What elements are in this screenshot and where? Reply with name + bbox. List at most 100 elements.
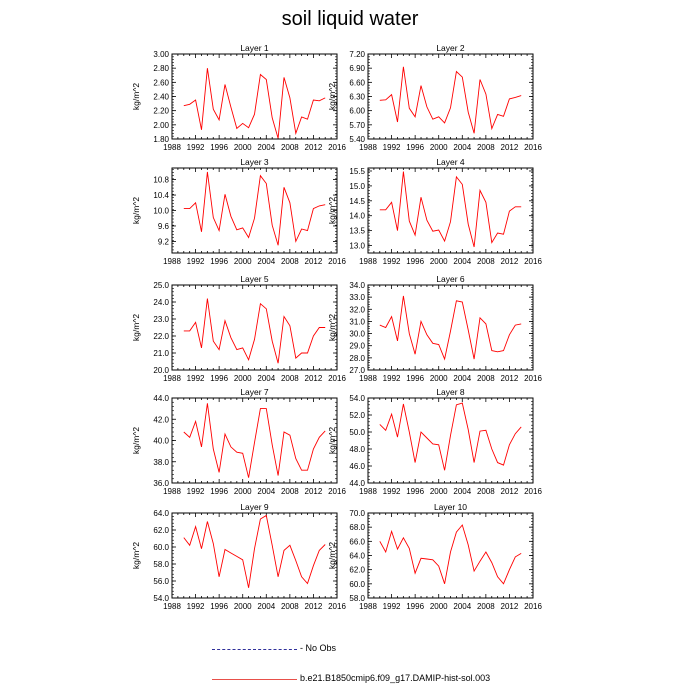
y-axis-label: kg/m^2 xyxy=(131,314,141,341)
y-tick-label: 15.0 xyxy=(349,182,365,191)
y-axis-label: kg/m^2 xyxy=(131,197,141,224)
series-line xyxy=(183,171,326,246)
y-tick-label: 5.40 xyxy=(349,135,365,144)
plot-frame xyxy=(367,53,534,140)
y-tick-label: 13.0 xyxy=(349,242,365,251)
x-tick-label: 2012 xyxy=(501,602,519,611)
x-tick-label: 2012 xyxy=(305,374,323,383)
x-tick-label: 2012 xyxy=(501,143,519,152)
x-tick-label: 2008 xyxy=(281,143,299,152)
y-tick-label: 68.0 xyxy=(349,523,365,532)
legend-entry-model-run: b.e21.B1850cmip6.f09_g17.DAMIP-hist-sol.… xyxy=(212,673,512,687)
x-tick-label: 1992 xyxy=(187,602,205,611)
y-tick-label: 2.00 xyxy=(153,121,169,130)
y-axis-label: kg/m^2 xyxy=(327,314,337,341)
x-tick-label: 1988 xyxy=(359,487,377,496)
chart-panel-5: Layer 5 kg/m^2 1988 1992 1996 2000 2004 2008 201… xyxy=(131,274,346,383)
y-tick-label: 62.0 xyxy=(349,566,365,575)
y-tick-label: 58.0 xyxy=(349,594,365,603)
series-line xyxy=(183,403,326,478)
y-tick-label: 28.0 xyxy=(349,354,365,363)
series-line xyxy=(379,171,522,248)
y-tick-label: 44.0 xyxy=(349,479,365,488)
y-tick-label: 70.0 xyxy=(349,509,365,518)
x-tick-label: 2016 xyxy=(524,374,542,383)
x-tick-label: 2008 xyxy=(477,143,495,152)
x-tick-label: 1992 xyxy=(187,487,205,496)
x-tick-label: 1996 xyxy=(406,374,424,383)
y-tick-label: 2.60 xyxy=(153,78,169,87)
x-tick-label: 2012 xyxy=(501,257,519,266)
chart-panel-2: Layer 2 kg/m^2 1988 1992 1996 2000 2004 2008 201… xyxy=(327,43,542,152)
panel-title: Layer 9 xyxy=(240,502,269,512)
y-tick-label: 40.0 xyxy=(153,437,169,446)
y-axis-label: kg/m^2 xyxy=(327,83,337,110)
y-tick-label: 14.5 xyxy=(349,197,365,206)
x-tick-label: 1996 xyxy=(210,143,228,152)
legend-line-dashed xyxy=(212,649,297,650)
x-tick-label: 1996 xyxy=(210,487,228,496)
y-axis-label: kg/m^2 xyxy=(327,542,337,569)
x-tick-label: 1988 xyxy=(359,257,377,266)
y-tick-label: 42.0 xyxy=(153,415,169,424)
y-tick-label: 50.0 xyxy=(349,428,365,437)
y-tick-label: 60.0 xyxy=(349,580,365,589)
y-axis-label: kg/m^2 xyxy=(327,197,337,224)
panel-title: Layer 4 xyxy=(436,157,465,167)
y-axis-label: kg/m^2 xyxy=(131,427,141,454)
x-tick-label: 2008 xyxy=(477,257,495,266)
y-tick-label: 27.0 xyxy=(349,366,365,375)
y-tick-label: 13.5 xyxy=(349,227,365,236)
x-tick-label: 2000 xyxy=(430,602,448,611)
x-tick-label: 2012 xyxy=(305,602,323,611)
series-line xyxy=(183,298,326,364)
x-tick-label: 2012 xyxy=(305,143,323,152)
y-tick-label: 5.70 xyxy=(349,121,365,130)
x-tick-label: 1988 xyxy=(163,257,181,266)
y-tick-label: 36.0 xyxy=(153,479,169,488)
y-tick-label: 14.0 xyxy=(349,212,365,221)
x-tick-label: 2016 xyxy=(328,602,346,611)
plot-frame xyxy=(171,53,338,140)
panel-title: Layer 8 xyxy=(436,387,465,397)
y-tick-label: 15.5 xyxy=(349,167,365,176)
x-tick-label: 2004 xyxy=(257,143,275,152)
series-line xyxy=(379,66,522,134)
x-tick-label: 2000 xyxy=(430,487,448,496)
y-tick-label: 9.2 xyxy=(158,237,170,246)
plot-frame xyxy=(367,284,534,371)
x-tick-label: 2012 xyxy=(501,487,519,496)
y-tick-label: 29.0 xyxy=(349,342,365,351)
y-tick-label: 2.20 xyxy=(153,107,169,116)
panel-title: Layer 3 xyxy=(240,157,269,167)
y-tick-label: 54.0 xyxy=(349,394,365,403)
y-tick-label: 58.0 xyxy=(153,560,169,569)
y-tick-label: 34.0 xyxy=(349,281,365,290)
y-tick-label: 20.0 xyxy=(153,366,169,375)
x-tick-label: 1996 xyxy=(210,374,228,383)
x-tick-label: 2000 xyxy=(234,257,252,266)
y-tick-label: 46.0 xyxy=(349,462,365,471)
x-tick-label: 2008 xyxy=(477,602,495,611)
y-tick-label: 30.0 xyxy=(349,330,365,339)
chart-panel-6: Layer 6 kg/m^2 1988 1992 1996 2000 2004 2008 201… xyxy=(327,274,542,383)
x-tick-label: 2008 xyxy=(281,602,299,611)
plot-frame xyxy=(367,397,534,484)
x-tick-label: 1992 xyxy=(383,374,401,383)
chart-panel-4: Layer 4 kg/m^2 1988 1992 1996 2000 2004 2008 201… xyxy=(327,157,542,266)
chart-panel-3: Layer 3 kg/m^2 1988 1992 1996 2000 2004 2008 201… xyxy=(131,157,346,266)
y-axis-label: kg/m^2 xyxy=(131,83,141,110)
x-tick-label: 2004 xyxy=(453,602,471,611)
y-tick-label: 48.0 xyxy=(349,445,365,454)
x-tick-label: 2016 xyxy=(524,602,542,611)
x-tick-label: 1992 xyxy=(383,257,401,266)
series-line xyxy=(379,402,522,471)
x-tick-label: 2016 xyxy=(524,257,542,266)
x-tick-label: 1992 xyxy=(187,143,205,152)
x-tick-label: 1988 xyxy=(163,487,181,496)
y-tick-label: 32.0 xyxy=(349,305,365,314)
x-tick-label: 2008 xyxy=(477,374,495,383)
x-tick-label: 1992 xyxy=(383,602,401,611)
y-tick-label: 10.8 xyxy=(153,176,169,185)
